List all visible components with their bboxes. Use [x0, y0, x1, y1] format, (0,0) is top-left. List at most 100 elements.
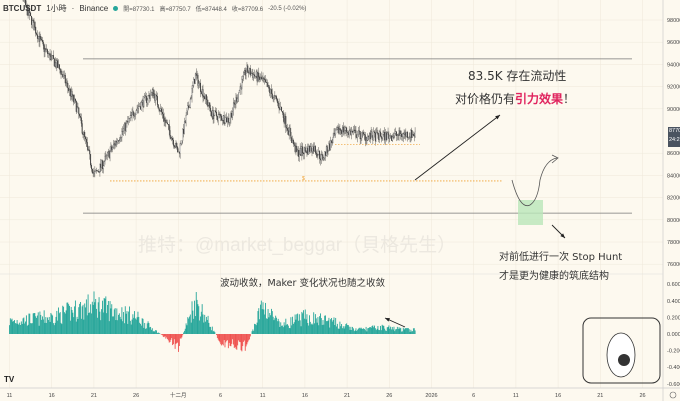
oscillator-bar	[388, 325, 390, 334]
oscillator-bar	[47, 317, 48, 334]
oscillator-bar	[385, 330, 386, 334]
candle-body	[154, 93, 156, 101]
oscillator-bar	[105, 296, 107, 334]
candle-body	[83, 132, 85, 135]
candle-body	[346, 127, 348, 133]
candle-body	[342, 126, 344, 133]
oscillator-bar	[16, 320, 18, 334]
oscillator-bar	[62, 305, 64, 334]
candle-body	[31, 15, 32, 25]
oscillator-bar	[248, 334, 250, 341]
oscillator-bar	[145, 328, 146, 334]
oscillator-bar	[91, 313, 92, 334]
candle-body	[359, 131, 361, 140]
candle-body	[80, 117, 82, 124]
candle-body	[175, 143, 177, 148]
oscillator-bar	[391, 327, 393, 334]
oscillator-bar	[398, 327, 400, 334]
oscillator-bar	[134, 318, 136, 334]
oscillator-bar	[371, 326, 373, 334]
oscillator-bar	[358, 327, 360, 334]
oscillator-bar	[172, 334, 174, 346]
candle-body	[101, 160, 103, 170]
oscillator-bar	[108, 321, 110, 334]
candle-body	[272, 97, 274, 99]
oscillator-bar	[232, 334, 234, 340]
candle-body	[407, 132, 408, 138]
oscillator-bar	[217, 334, 219, 340]
oscillator-bar	[346, 323, 348, 334]
oscillator-bar	[384, 328, 386, 334]
candle-body	[50, 56, 52, 60]
candle-body	[196, 74, 198, 76]
candle-body	[243, 70, 245, 73]
oscillator-bar	[148, 323, 150, 334]
settings-icon[interactable]	[669, 391, 677, 399]
oscillator-bar	[390, 329, 392, 334]
oscillator-bar	[363, 328, 365, 334]
candle-body	[70, 90, 72, 97]
candle-body	[386, 132, 388, 141]
candle-body	[205, 94, 207, 100]
oscillator-bar	[303, 318, 305, 334]
annotation-stophunt-line1: 对前低进行一次 Stop Hunt	[499, 252, 623, 263]
oscillator-bar	[73, 317, 75, 334]
oscillator-bar	[302, 313, 304, 334]
candle-body	[123, 128, 125, 132]
interval[interactable]: 1小時	[46, 4, 67, 13]
oscillator-bar	[273, 320, 275, 334]
oscillator-bar	[236, 334, 238, 350]
oscillator-bar	[297, 313, 299, 334]
oscillator-bar	[15, 323, 17, 334]
candle-body	[104, 156, 106, 163]
candle-body	[143, 96, 145, 108]
oscillator-bar	[141, 318, 143, 334]
oscillator-bar	[107, 304, 108, 334]
candle-body	[327, 150, 329, 154]
oscillator-bar	[257, 311, 259, 334]
oscillator-bar	[300, 326, 302, 334]
oscillator-bar	[375, 330, 377, 334]
stop-hunt-zone[interactable]	[518, 200, 543, 225]
candle-body	[358, 130, 359, 136]
oscillator-bar	[83, 319, 85, 334]
oscillator-bar	[131, 319, 133, 334]
oscillator-bar	[125, 313, 127, 334]
candle-body	[351, 131, 353, 136]
oscillator-bar	[235, 334, 237, 349]
candle-body	[392, 136, 394, 138]
candle-body	[305, 150, 307, 154]
candle-body	[294, 143, 296, 152]
symbol[interactable]: BTCUSDT	[3, 4, 42, 13]
candle-body	[318, 151, 320, 156]
oscillator-bar	[348, 326, 350, 334]
candle-body	[291, 138, 293, 143]
candle-body	[317, 154, 319, 157]
oscillator-bar	[210, 326, 212, 334]
candle-body	[49, 52, 51, 60]
candle-body	[238, 90, 240, 93]
oscillator-bar	[198, 306, 200, 334]
oscillator-bar	[37, 312, 39, 334]
oscillator-bar	[355, 328, 357, 334]
candle-body	[206, 99, 208, 106]
text: 对价格仍有	[455, 92, 516, 106]
oscillator-bar	[69, 320, 71, 334]
oscillator-bar	[225, 334, 227, 343]
candle-body	[250, 73, 252, 76]
oscillator-bar	[334, 324, 336, 334]
oscillator-bar	[76, 316, 78, 334]
candle-body	[303, 147, 305, 155]
candle-body	[150, 94, 152, 99]
oscillator-bar	[401, 331, 403, 334]
oscillator-bar	[325, 321, 327, 334]
oscillator-bar	[242, 334, 244, 347]
oscillator-bar	[373, 327, 375, 334]
candle-body	[387, 132, 389, 135]
candle-body	[168, 124, 170, 131]
oscillator-bar	[253, 330, 255, 334]
candle-body	[298, 153, 300, 157]
